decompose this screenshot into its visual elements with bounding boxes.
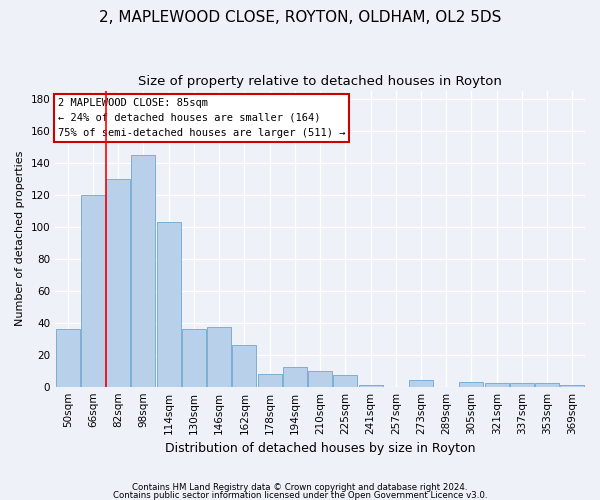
Bar xyxy=(56,329,80,386)
Bar xyxy=(460,382,484,386)
Bar xyxy=(510,384,534,386)
Y-axis label: Number of detached properties: Number of detached properties xyxy=(15,151,25,326)
Text: Contains public sector information licensed under the Open Government Licence v3: Contains public sector information licen… xyxy=(113,490,487,500)
Bar xyxy=(207,328,231,386)
Bar xyxy=(409,380,433,386)
Bar xyxy=(359,385,383,386)
Text: 2 MAPLEWOOD CLOSE: 85sqm
← 24% of detached houses are smaller (164)
75% of semi-: 2 MAPLEWOOD CLOSE: 85sqm ← 24% of detach… xyxy=(58,98,346,138)
Bar xyxy=(157,222,181,386)
Bar xyxy=(257,374,281,386)
Bar xyxy=(81,194,105,386)
Title: Size of property relative to detached houses in Royton: Size of property relative to detached ho… xyxy=(138,75,502,88)
Bar xyxy=(232,345,256,387)
Bar xyxy=(106,178,130,386)
Bar xyxy=(535,384,559,386)
Bar xyxy=(182,329,206,386)
Text: 2, MAPLEWOOD CLOSE, ROYTON, OLDHAM, OL2 5DS: 2, MAPLEWOOD CLOSE, ROYTON, OLDHAM, OL2 … xyxy=(99,10,501,25)
Bar xyxy=(485,384,509,386)
Bar xyxy=(283,368,307,386)
Bar xyxy=(131,154,155,386)
X-axis label: Distribution of detached houses by size in Royton: Distribution of detached houses by size … xyxy=(165,442,475,455)
Bar xyxy=(308,370,332,386)
Bar xyxy=(560,385,584,386)
Bar xyxy=(334,376,357,386)
Text: Contains HM Land Registry data © Crown copyright and database right 2024.: Contains HM Land Registry data © Crown c… xyxy=(132,484,468,492)
